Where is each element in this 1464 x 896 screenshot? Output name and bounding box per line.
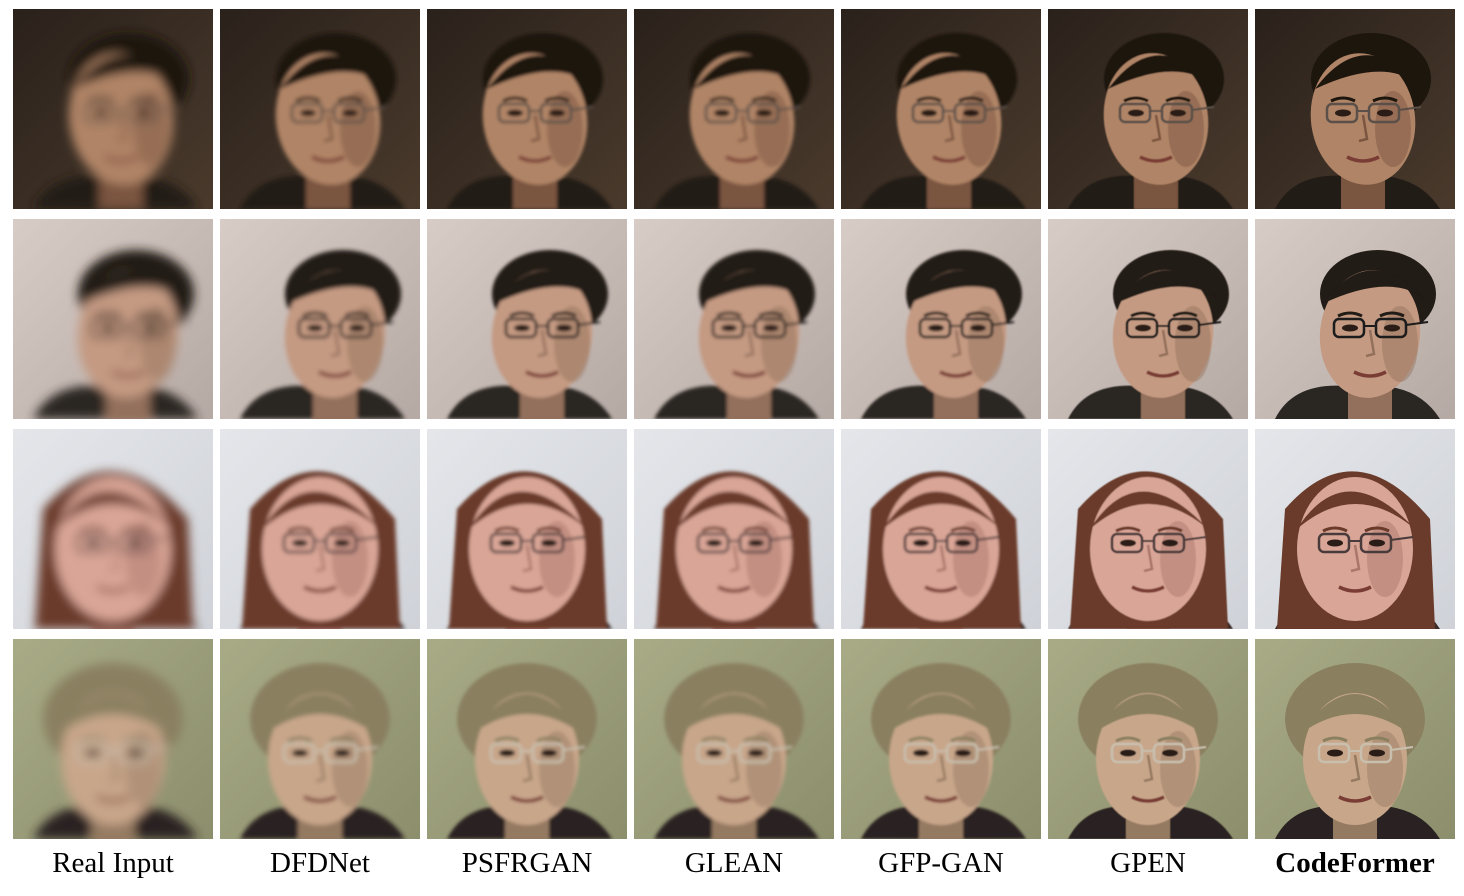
face-figure [33, 471, 198, 629]
face-image-smiling-woman-with-glasses-codeformer [1255, 429, 1455, 629]
face-figure [1275, 663, 1440, 839]
face-image-older-woman-with-glasses-codeformer [1255, 639, 1455, 839]
face-figure [447, 663, 612, 839]
face-figure [447, 471, 612, 629]
column-label-codeformer: CodeFormer [1275, 847, 1435, 879]
face-image-young-man-with-black-glasses-glean [634, 219, 834, 419]
column-label-gpen: GPEN [1110, 847, 1186, 879]
face-image-older-woman-with-glasses-gpen [1048, 639, 1248, 839]
face-image-smiling-woman-with-glasses-gfp-gan [841, 429, 1041, 629]
face-figure [861, 663, 1026, 839]
column-label-psfrgan: PSFRGAN [461, 847, 593, 879]
column-label-real-input: Real Input [52, 847, 174, 879]
face-figure [33, 663, 198, 839]
column-label-dfdnet: DFDNet [270, 847, 370, 879]
face-figure [1068, 33, 1233, 209]
face-image-smiling-woman-with-glasses-psfrgan [427, 429, 627, 629]
face-figure [240, 33, 405, 209]
face-figure [240, 250, 405, 419]
face-image-young-man-with-black-glasses-codeformer [1255, 219, 1455, 419]
face-image-older-woman-with-glasses-gfp-gan [841, 639, 1041, 839]
face-image-young-man-with-black-glasses-psfrgan [427, 219, 627, 419]
face-figure [33, 33, 198, 209]
face-image-young-man-with-black-glasses-dfdnet [220, 219, 420, 419]
image-grid [13, 9, 1455, 839]
face-image-man-with-glasses-dark-background-gfp-gan [841, 9, 1041, 209]
face-figure [33, 250, 198, 419]
face-image-young-man-with-black-glasses-gpen [1048, 219, 1248, 419]
face-image-smiling-woman-with-glasses-glean [634, 429, 834, 629]
face-image-young-man-with-black-glasses-gfp-gan [841, 219, 1041, 419]
column-labels: Real Input DFDNet PSFRGAN GLEAN GFP-GAN GPEN C… [13, 845, 1455, 881]
column-label-glean: GLEAN [684, 847, 784, 879]
face-figure [240, 663, 405, 839]
face-image-man-with-glasses-dark-background-real-input [13, 9, 213, 209]
face-image-older-woman-with-glasses-dfdnet [220, 639, 420, 839]
face-image-man-with-glasses-dark-background-glean [634, 9, 834, 209]
face-figure [1275, 33, 1440, 209]
face-figure [654, 33, 819, 209]
face-image-smiling-woman-with-glasses-dfdnet [220, 429, 420, 629]
face-image-man-with-glasses-dark-background-codeformer [1255, 9, 1455, 209]
face-image-older-woman-with-glasses-glean [634, 639, 834, 839]
face-image-smiling-woman-with-glasses-gpen [1048, 429, 1248, 629]
face-image-older-woman-with-glasses-real-input [13, 639, 213, 839]
face-figure [861, 33, 1026, 209]
column-label-gfp-gan: GFP-GAN [878, 847, 1004, 879]
face-figure [654, 663, 819, 839]
face-figure [654, 471, 819, 629]
face-image-young-man-with-black-glasses-real-input [13, 219, 213, 419]
face-figure [1068, 663, 1233, 839]
face-figure [1275, 471, 1440, 629]
face-figure [1068, 471, 1233, 629]
face-figure [861, 471, 1026, 629]
face-figure [447, 250, 612, 419]
face-figure [447, 33, 612, 209]
face-figure [861, 250, 1026, 419]
face-figure [1068, 250, 1233, 419]
face-figure [654, 250, 819, 419]
face-image-older-woman-with-glasses-psfrgan [427, 639, 627, 839]
face-image-man-with-glasses-dark-background-psfrgan [427, 9, 627, 209]
face-image-man-with-glasses-dark-background-gpen [1048, 9, 1248, 209]
face-image-man-with-glasses-dark-background-dfdnet [220, 9, 420, 209]
face-figure [1275, 250, 1440, 419]
face-image-smiling-woman-with-glasses-real-input [13, 429, 213, 629]
face-figure [240, 471, 405, 629]
